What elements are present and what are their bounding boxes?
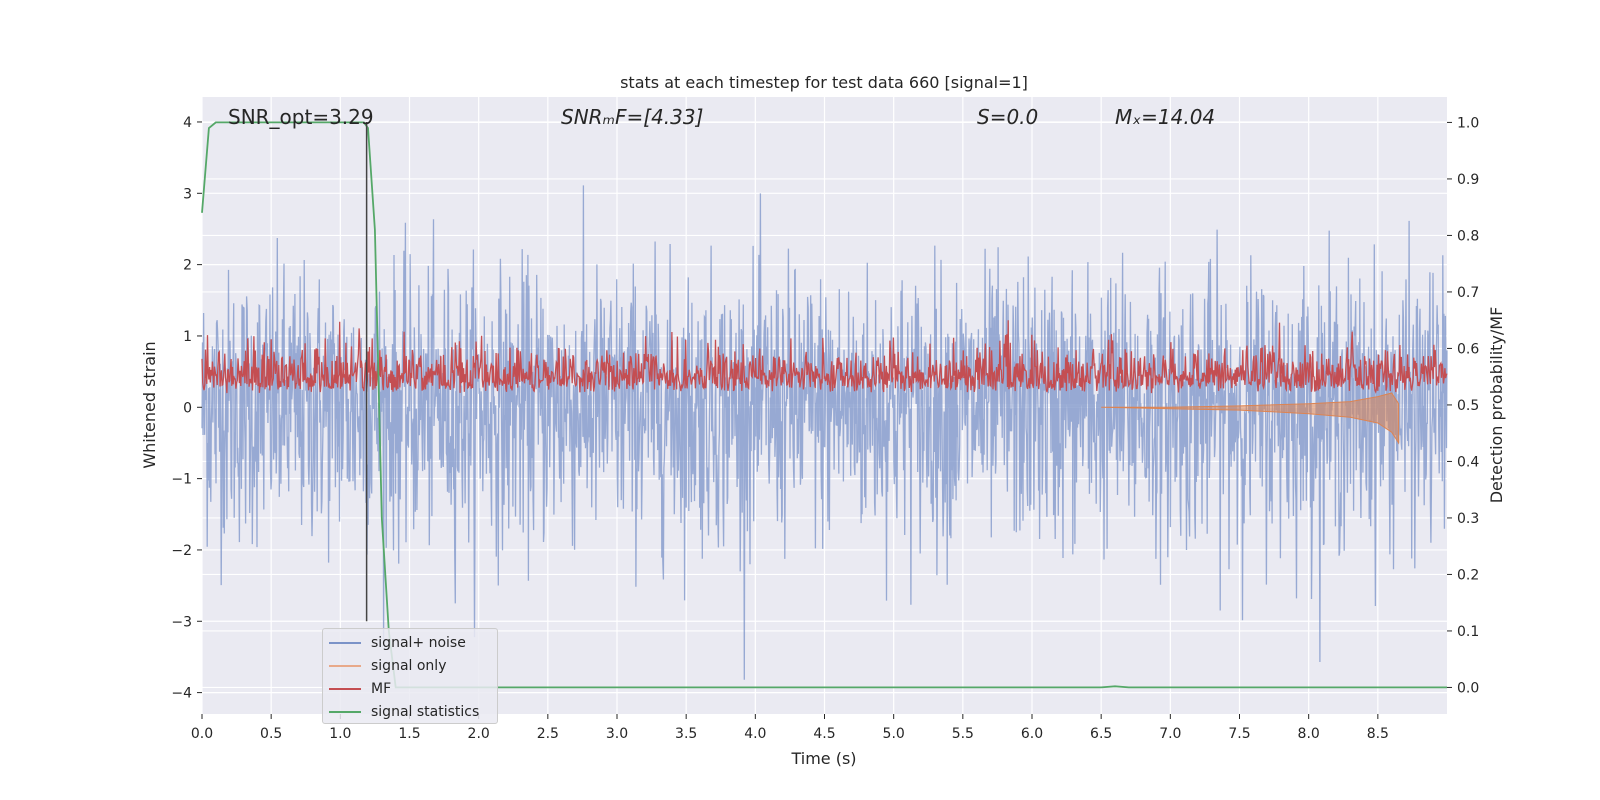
- x-tick-label: 1.0: [329, 726, 351, 742]
- y2-tick-label: 0.4: [1457, 454, 1479, 470]
- y-tick-label: 4: [183, 115, 192, 131]
- legend-item-mf: MF: [329, 679, 391, 699]
- y-tick-label: −2: [171, 543, 192, 559]
- legend-swatch: [329, 711, 361, 713]
- legend-label: signal only: [371, 658, 447, 674]
- y-tick-label: 3: [183, 186, 192, 202]
- x-tick-label: 2.5: [537, 726, 559, 742]
- legend-swatch: [329, 665, 361, 667]
- legend-label: MF: [371, 681, 392, 697]
- x-tick-labels: 0.0 0.5 1.0 1.5 2.0 2.5 3.0 3.5 4.0 4.5 5.0 5.5 6.0 6…: [191, 714, 1389, 742]
- y-axis-label: Whitened strain: [140, 341, 159, 468]
- y-tick-labels: 4 3 2 1 0 −1 −2 −3 −4: [171, 115, 202, 702]
- legend-item-signal-noise: signal+ noise: [329, 633, 466, 653]
- x-tick-label: 2.0: [468, 726, 490, 742]
- x-tick-label: 4.0: [744, 726, 766, 742]
- y-tick-label: 0: [183, 400, 192, 416]
- x-tick-label: 1.5: [398, 726, 420, 742]
- x-tick-label: 0.5: [260, 726, 282, 742]
- annotation-snr-opt: SNR_opt=3.29: [228, 105, 374, 129]
- x-tick-label: 8.5: [1367, 726, 1389, 742]
- x-tick-label: 7.0: [1159, 726, 1181, 742]
- legend-item-signal-only: signal only: [329, 656, 446, 676]
- y2-tick-label: 0.7: [1457, 285, 1479, 301]
- annotation-s: S=0.0: [977, 105, 1038, 129]
- x-tick-label: 5.5: [952, 726, 974, 742]
- legend-swatch: [329, 642, 361, 644]
- x-tick-label: 7.5: [1228, 726, 1250, 742]
- x-tick-label: 0.0: [191, 726, 213, 742]
- y2-axis-label: Detection probability/MF: [1487, 307, 1506, 504]
- noise-trace: [201, 185, 1448, 680]
- y2-tick-label: 0.0: [1457, 680, 1479, 696]
- signal-only-area: [1101, 392, 1400, 445]
- y2-tick-label: 0.8: [1457, 228, 1479, 244]
- legend-swatch: [329, 688, 361, 690]
- y-tick-label: 1: [183, 329, 192, 345]
- y-tick-label: −1: [171, 472, 192, 488]
- legend-label: signal statistics: [371, 704, 480, 720]
- x-tick-label: 4.5: [813, 726, 835, 742]
- series-mf: [201, 320, 1448, 394]
- chart-title: stats at each timestep for test data 660…: [620, 73, 1028, 92]
- x-axis-label: Time (s): [790, 749, 856, 768]
- y2-tick-label: 0.5: [1457, 398, 1479, 414]
- y-tick-label: −4: [171, 686, 192, 702]
- annotation-mc: Mₓ=14.04: [1115, 105, 1215, 129]
- x-tick-label: 3.5: [675, 726, 697, 742]
- x-tick-label: 6.5: [1090, 726, 1112, 742]
- series-signal-plus-noise: [201, 185, 1448, 680]
- x-tick-label: 8.0: [1298, 726, 1320, 742]
- y2-tick-label: 0.6: [1457, 341, 1479, 357]
- y2-tick-label: 0.9: [1457, 172, 1479, 188]
- x-tick-label: 5.0: [883, 726, 905, 742]
- y2-tick-label: 0.2: [1457, 567, 1479, 583]
- y2-tick-labels: 1.0 0.9 0.8 0.7 0.6 0.5 0.4 0.3 0.2 0.1 0.0: [1447, 115, 1479, 696]
- annotation-snr-mf: SNRₘF=[4.33]: [561, 105, 703, 129]
- y-tick-label: −3: [171, 614, 192, 630]
- series-signal-only: [1101, 392, 1400, 445]
- y2-tick-label: 0.1: [1457, 624, 1479, 640]
- legend-item-signal-statistics: signal statistics: [329, 702, 479, 722]
- legend: signal+ noise signal only MF signal stat…: [322, 628, 498, 724]
- y-tick-label: 2: [183, 258, 192, 274]
- legend-label: signal+ noise: [371, 635, 466, 651]
- mf-trace: [201, 320, 1448, 394]
- x-tick-label: 6.0: [1021, 726, 1043, 742]
- y2-tick-label: 0.3: [1457, 511, 1479, 527]
- x-tick-label: 3.0: [606, 726, 628, 742]
- y2-tick-label: 1.0: [1457, 115, 1479, 131]
